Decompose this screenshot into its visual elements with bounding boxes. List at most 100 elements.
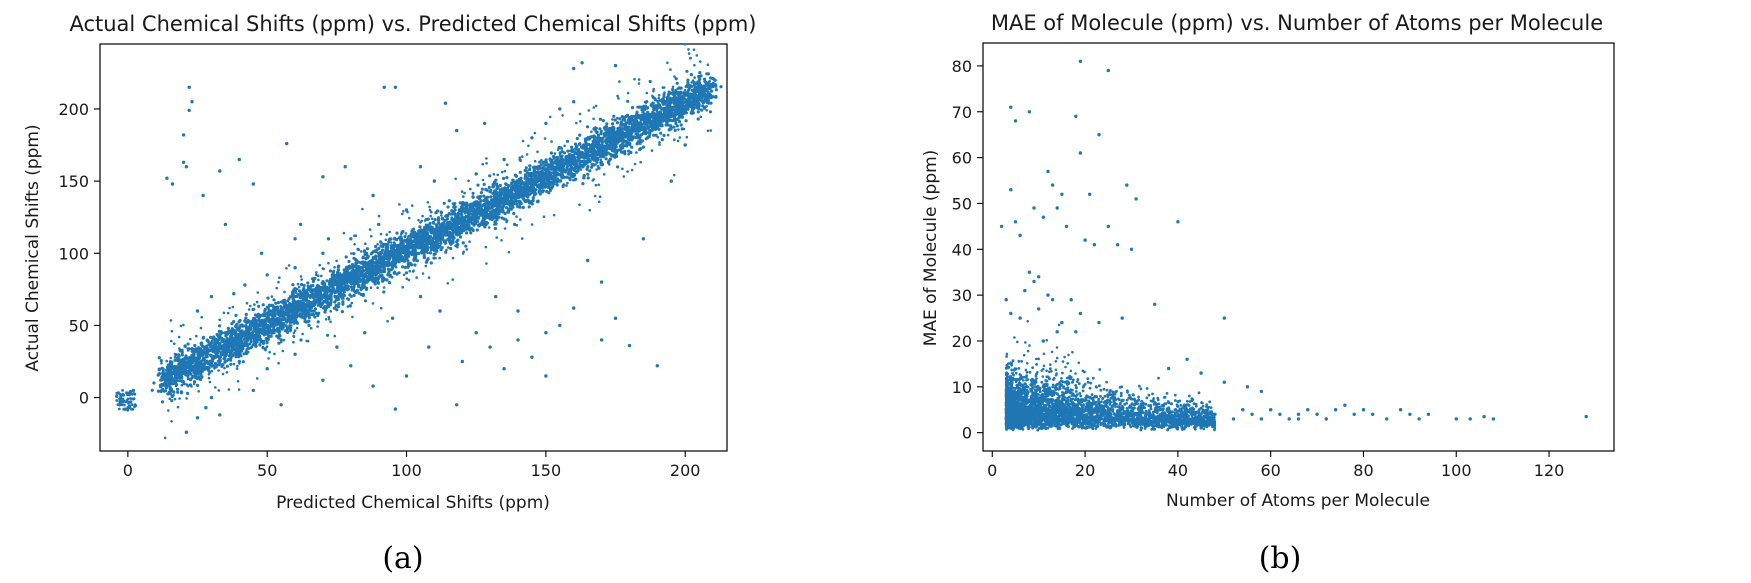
scatter-point [244,316,248,320]
scatter-point [439,210,443,214]
scatter-point [543,168,548,172]
scatter-point [521,205,525,209]
scatter-point [296,309,300,313]
scatter-point [307,311,311,315]
scatter-point [684,119,688,123]
scatter-point [628,129,632,133]
scatter-point [157,367,161,371]
scatter-point [674,121,678,125]
scatter-point [263,318,267,322]
scatter-point [679,104,683,108]
scatter-point [670,114,674,118]
scatter-point [349,285,354,289]
scatter-point [702,94,706,98]
scatter-point [599,132,603,136]
scatter-point [713,84,718,88]
scatter-point [495,203,499,207]
scatter-point [625,144,629,148]
scatter-point [373,255,377,260]
scatter-point [475,228,479,232]
scatter-point [160,400,165,404]
scatter-point [366,256,370,260]
scatter-point [679,123,683,127]
scatter-point [431,237,435,241]
scatter-point [429,235,433,239]
scatter-point [198,353,202,357]
scatter-point [206,339,210,344]
scatter-point [586,172,590,176]
scatter-point [690,88,694,92]
scatter-point [302,286,306,291]
scatter-point [334,303,338,308]
scatter-point [386,242,390,246]
scatter-point [645,119,650,123]
scatter-point [267,308,271,312]
scatter-point [287,309,291,313]
scatter-point [241,360,245,364]
scatter-point [407,264,411,268]
scatter-point [433,218,437,222]
scatter-point [538,189,542,193]
scatter-point [516,196,521,200]
scatter-point [534,176,538,180]
scatter-point [492,194,496,198]
scatter-point [566,164,570,168]
scatter-point [671,87,675,92]
scatter-point [226,326,230,330]
scatter-point [341,300,345,304]
scatter-point [159,359,163,363]
scatter-point [160,378,164,382]
scatter-point [503,201,507,205]
scatter-point [312,288,316,292]
scatter-point [276,301,281,305]
scatter-point [357,291,361,295]
scatter-point [227,338,231,343]
scatter-point [488,174,492,178]
scatter-point [524,166,528,170]
scatter-point [452,212,456,216]
scatter-point [545,189,549,194]
scatter-point [176,390,180,394]
scatter-point [605,140,610,144]
scatter-point [183,344,187,348]
scatter-point [219,353,223,357]
scatter-point [464,244,468,248]
scatter-point [694,87,698,91]
scatter-point [225,364,229,368]
scatter-point [200,364,204,368]
scatter-point [286,303,290,308]
scatter-point [325,279,329,283]
scatter-point [697,103,701,107]
scatter-point [321,280,325,284]
scatter-point [486,195,490,199]
scatter-point [480,187,484,191]
scatter-point [307,294,311,298]
scatter-point [369,263,373,267]
scatter-point [157,372,161,376]
scatter-point [593,150,597,154]
scatter-point [460,213,464,217]
scatter-point [277,341,281,345]
scatter-point [294,318,298,322]
scatter-point [173,370,177,374]
scatter-point [626,99,630,103]
scatter-point [604,157,608,161]
scatter-point [201,335,206,339]
scatter-point [615,121,620,125]
scatter-point [630,145,634,149]
scatter-point [514,174,519,178]
scatter-point [449,246,453,251]
scatter-point [360,266,364,270]
scatter-point [273,309,277,313]
scatter-point [336,265,340,269]
scatter-point [623,149,627,153]
scatter-point [299,283,304,287]
scatter-point [690,111,694,115]
scatter-point [224,334,228,338]
scatter-point [500,206,504,210]
scatter-point [188,378,193,382]
scatter-point [374,244,378,249]
scatter-point [181,380,185,384]
scatter-point [651,123,655,127]
